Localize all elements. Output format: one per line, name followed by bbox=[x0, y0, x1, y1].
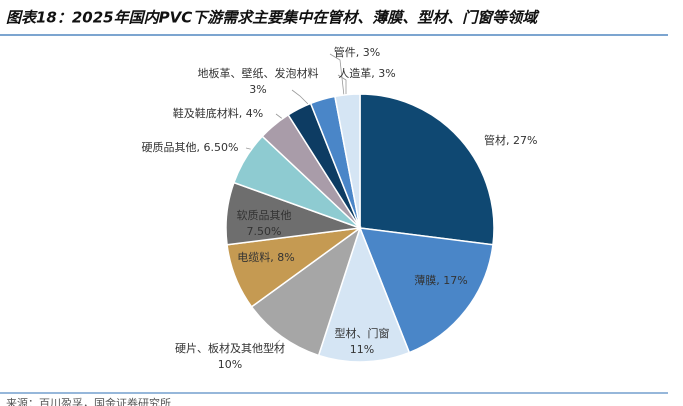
slice-label: 地板革、壁纸、发泡材料 3% bbox=[198, 66, 319, 96]
pie-slice bbox=[358, 227, 494, 354]
leader-line bbox=[269, 339, 281, 351]
value-label: 3% bbox=[378, 67, 395, 80]
value-label: 10% bbox=[218, 358, 242, 371]
category-label: 薄膜 bbox=[414, 273, 436, 287]
slice-label: 硬质品其他, 6.50% bbox=[142, 141, 239, 154]
value-label: 8% bbox=[277, 251, 294, 264]
category-label: 型材、门窗 bbox=[335, 326, 390, 340]
slice-label: 管件, 3% bbox=[334, 45, 380, 59]
slice-label: 型材、门窗 11% bbox=[335, 326, 390, 356]
value-label: 17% bbox=[443, 274, 467, 287]
label-separator: , bbox=[436, 274, 443, 287]
value-label: 11% bbox=[350, 343, 374, 356]
slice-label: 鞋及鞋底材料, 4% bbox=[173, 106, 263, 120]
category-label: 硬片、板材及其他型材 bbox=[175, 341, 285, 355]
label-separator: , bbox=[197, 141, 204, 154]
slice-label: 管材, 27% bbox=[484, 133, 537, 147]
category-label: 电缆料 bbox=[237, 250, 270, 264]
category-label: 人造革 bbox=[338, 66, 371, 80]
category-label: 管材 bbox=[484, 133, 506, 147]
value-label: 4% bbox=[246, 107, 263, 120]
leader-line bbox=[337, 74, 347, 96]
leader-line bbox=[291, 89, 309, 105]
category-label: 鞋及鞋底材料 bbox=[173, 106, 239, 120]
leader-line bbox=[329, 53, 345, 97]
category-label: 地板革、壁纸、发泡材料 bbox=[198, 66, 319, 80]
value-label: 6.50% bbox=[204, 141, 239, 154]
source-note: 来源：百川盈孚，国金证券研究所 bbox=[6, 396, 171, 406]
value-label: 3% bbox=[363, 46, 380, 59]
label-separator: , bbox=[506, 134, 513, 147]
slice-label: 硬片、板材及其他型材 10% bbox=[175, 341, 285, 371]
label-separator: , bbox=[270, 251, 277, 264]
slice-label: 人造革, 3% bbox=[338, 66, 395, 80]
category-label: 管件 bbox=[334, 45, 356, 59]
value-label: 27% bbox=[513, 134, 537, 147]
category-label: 硬质品其他 bbox=[142, 141, 197, 154]
slice-label: 电缆料, 8% bbox=[237, 250, 294, 264]
label-separator: , bbox=[239, 107, 246, 120]
slice-label: 薄膜, 17% bbox=[414, 273, 467, 287]
value-label: 7.50% bbox=[247, 225, 282, 238]
label-separator: , bbox=[371, 67, 378, 80]
slice-label: 软质品其他 7.50% bbox=[237, 208, 292, 238]
pie-slice bbox=[359, 93, 495, 246]
pie-slice bbox=[317, 225, 411, 363]
category-label: 软质品其他 bbox=[237, 208, 292, 222]
pie-slice bbox=[250, 226, 362, 357]
value-label: 3% bbox=[249, 83, 266, 96]
leader-lines bbox=[245, 53, 347, 351]
pie-slice bbox=[334, 93, 361, 229]
label-separator: , bbox=[356, 46, 363, 59]
chart-title: 图表18：2025年国内PVC下游需求主要集中在管材、薄膜、型材、门窗等领域 bbox=[6, 9, 540, 27]
